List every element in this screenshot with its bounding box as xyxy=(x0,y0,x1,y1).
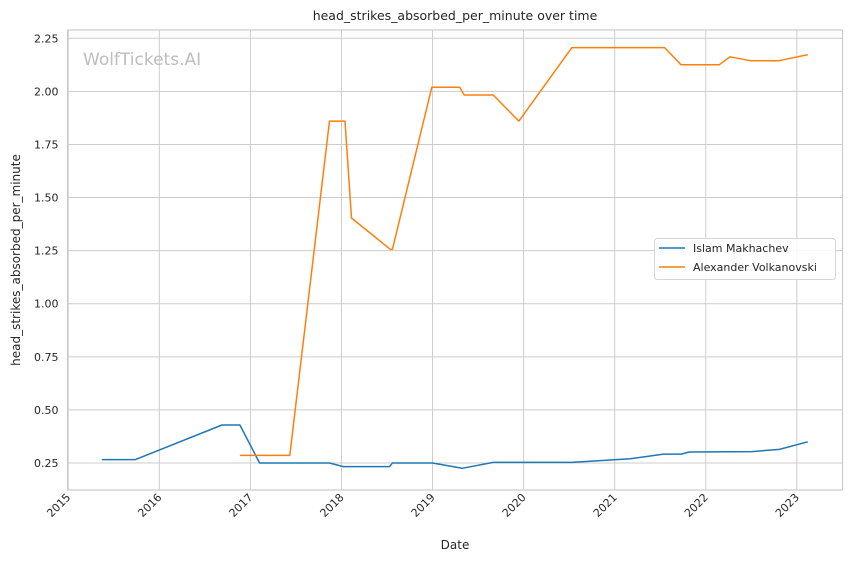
legend-label-1: Alexander Volkanovski xyxy=(693,261,817,274)
x-tick-label: 2017 xyxy=(227,491,256,520)
legend-label-0: Islam Makhachev xyxy=(693,242,789,255)
y-tick-label: 2.25 xyxy=(34,32,59,45)
series-line-0 xyxy=(102,425,808,468)
legend: Islam Makhachev Alexander Volkanovski xyxy=(655,239,836,280)
x-tick-label: 2020 xyxy=(500,491,529,520)
x-tick-label: 2019 xyxy=(409,491,438,520)
y-tick-label: 1.00 xyxy=(34,298,59,311)
x-tick-label: 2016 xyxy=(135,491,164,520)
y-tick-label: 1.25 xyxy=(34,245,59,258)
y-tick-label: 0.25 xyxy=(34,457,59,470)
y-axis-label: head_strikes_absorbed_per_minute xyxy=(9,154,23,366)
y-tick-label: 0.50 xyxy=(34,404,59,417)
chart-title: head_strikes_absorbed_per_minute over ti… xyxy=(313,8,598,23)
x-tick-label: 2023 xyxy=(773,491,802,520)
y-tick-label: 1.50 xyxy=(34,192,59,205)
y-tick-label: 0.75 xyxy=(34,351,59,364)
x-axis-label: Date xyxy=(441,538,470,552)
x-tick-label: 2022 xyxy=(682,491,711,520)
watermark: WolfTickets.AI xyxy=(83,50,201,70)
x-tick-label: 2015 xyxy=(44,491,73,520)
x-tick-label: 2018 xyxy=(318,491,347,520)
x-tick-label: 2021 xyxy=(591,491,620,520)
y-tick-label: 2.00 xyxy=(34,85,59,98)
y-tick-label: 1.75 xyxy=(34,138,59,151)
